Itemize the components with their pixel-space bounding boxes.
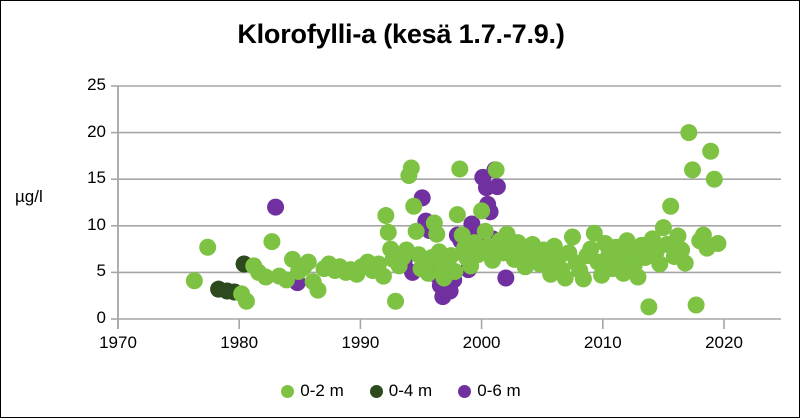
data-point — [488, 178, 506, 196]
data-point — [442, 247, 460, 265]
y-tick-label: 5 — [96, 261, 106, 281]
x-tick-label: 1980 — [220, 333, 259, 352]
data-point — [309, 281, 327, 299]
data-point — [419, 264, 437, 282]
axis-ticks — [111, 85, 725, 329]
data-point — [473, 202, 491, 220]
legend-marker-icon — [281, 384, 295, 398]
data-point — [643, 230, 661, 248]
data-point — [185, 272, 203, 290]
data-point — [705, 170, 723, 188]
data-point — [662, 197, 680, 215]
legend-label: 0-6 m — [477, 381, 521, 400]
data-point — [487, 161, 505, 179]
data-point — [476, 222, 494, 240]
legend-marker-icon — [458, 384, 472, 398]
data-point — [629, 268, 647, 286]
x-tick-label: 2000 — [462, 333, 501, 352]
y-tick-label: 0 — [96, 308, 106, 327]
data-point — [676, 254, 694, 272]
data-point — [702, 142, 720, 160]
data-point — [556, 269, 574, 287]
series-points-0-2m — [185, 124, 727, 316]
data-point — [564, 228, 581, 246]
data-point — [237, 292, 255, 310]
data-point — [574, 270, 592, 288]
data-point — [463, 215, 481, 233]
data-point — [407, 222, 425, 240]
x-tick-label: 1990 — [341, 333, 380, 352]
data-point — [402, 159, 420, 177]
y-axis-label: µg/l — [15, 187, 43, 206]
data-point — [654, 219, 672, 237]
data-point — [669, 227, 687, 245]
legend-item-0-6-m[interactable]: 0-6 m — [458, 381, 521, 401]
y-tick-label: 25 — [87, 75, 106, 94]
data-point — [451, 160, 469, 178]
legend-label: 0-4 m — [388, 381, 433, 400]
data-point — [277, 271, 295, 289]
data-point — [687, 296, 705, 314]
y-tick-label: 10 — [87, 214, 106, 234]
data-point — [582, 240, 600, 258]
x-tick-label: 2020 — [705, 333, 743, 352]
chart-legend: 0-2 m 0-4 m 0-6 m — [1, 381, 799, 401]
x-tick-label: 1970 — [99, 333, 137, 352]
data-point — [387, 292, 405, 310]
y-tick-label: 15 — [87, 168, 106, 188]
legend-marker-icon — [369, 384, 383, 398]
y-tick-label: 20 — [87, 121, 106, 141]
data-point — [267, 198, 285, 216]
data-point — [257, 268, 275, 286]
x-tick-label: 2010 — [583, 333, 622, 352]
legend-item-0-4-m[interactable]: 0-4 m — [369, 381, 433, 401]
data-point — [497, 269, 515, 287]
data-point — [446, 262, 464, 280]
page-title: Klorofylli-a (kesä 1.7.-7.9.) — [237, 19, 565, 49]
data-point — [377, 207, 395, 225]
data-point — [448, 206, 466, 224]
data-point — [651, 255, 669, 273]
legend-item-0-2-m[interactable]: 0-2 m — [281, 381, 344, 401]
data-point — [585, 224, 603, 242]
data-point — [199, 238, 217, 256]
data-point — [428, 225, 446, 243]
data-point — [709, 235, 727, 253]
data-point — [516, 258, 534, 276]
data-point — [683, 161, 701, 179]
data-point — [374, 267, 392, 285]
data-point — [379, 223, 397, 241]
data-point — [299, 253, 317, 271]
data-point — [405, 197, 423, 215]
data-point — [694, 226, 712, 244]
data-point — [263, 233, 281, 251]
data-point — [673, 241, 691, 259]
legend-label: 0-2 m — [300, 381, 344, 400]
data-point — [640, 298, 658, 316]
data-point — [618, 232, 636, 250]
data-point — [680, 124, 698, 142]
